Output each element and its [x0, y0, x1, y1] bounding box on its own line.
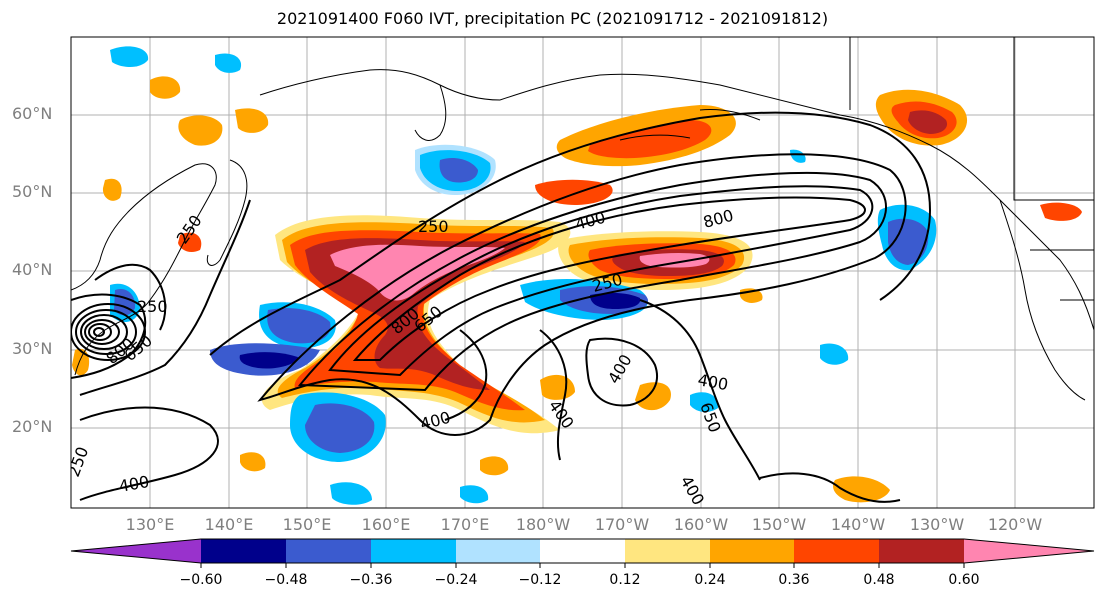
lat-label: 40°N: [12, 260, 53, 279]
colorbar-tick-label: −0.48: [264, 572, 308, 588]
colorbar-swatch: [456, 539, 540, 563]
colorbar-tick-label: −0.12: [518, 572, 562, 588]
lon-label: 170°W: [594, 515, 650, 534]
colorbar-swatch: [964, 539, 1094, 563]
lon-label: 140°E: [204, 515, 254, 534]
colorbar-swatch: [879, 539, 964, 563]
colorbar-swatch: [540, 539, 625, 563]
colorbar-tick-label: −0.24: [434, 572, 478, 588]
colorbar-swatch: [286, 539, 371, 563]
ivt-contours: [71, 111, 932, 503]
colorbar-swatch: [710, 539, 794, 563]
colorbar-tick-label: 0.60: [948, 572, 980, 588]
map-title: 2021091400 F060 IVT, precipitation PC (2…: [276, 9, 829, 28]
colorbar-tick-label: 0.12: [609, 572, 641, 588]
lat-label: 30°N: [12, 339, 53, 358]
contour-label: 250: [137, 297, 168, 316]
lat-label: 60°N: [12, 104, 53, 123]
lon-label: 130°W: [909, 515, 965, 534]
lon-label: 130°E: [125, 515, 175, 534]
colorbar-tick-label: −0.36: [349, 572, 393, 588]
lon-label: 150°W: [751, 515, 807, 534]
coastlines: [71, 37, 1094, 401]
lon-label: 180°W: [515, 515, 571, 534]
lon-label: 150°E: [282, 515, 332, 534]
ivt-contours-center: [71, 303, 146, 361]
lon-label: 160°E: [361, 515, 411, 534]
colorbar-swatch: [625, 539, 710, 563]
map-frame: [70, 36, 1095, 509]
colorbar: [70, 538, 1095, 568]
colorbar-tick-label: −0.60: [179, 572, 223, 588]
colorbar-tick-label: 0.48: [863, 572, 895, 588]
colorbar-swatch: [201, 539, 286, 563]
precip-negative-shading: [110, 46, 937, 505]
colorbar-swatch: [794, 539, 879, 563]
colorbar-swatch: [71, 539, 201, 563]
colorbar-tick-label: 0.36: [778, 572, 810, 588]
lon-label: 120°W: [987, 515, 1043, 534]
lon-label: 170°E: [440, 515, 490, 534]
contour-label: 250: [418, 217, 449, 236]
lat-label: 20°N: [12, 417, 53, 436]
colorbar-tick-label: 0.24: [694, 572, 726, 588]
colorbar-ticks: [200, 563, 965, 568]
lon-label: 140°W: [830, 515, 886, 534]
colorbar-swatch: [371, 539, 456, 563]
lat-label: 50°N: [12, 182, 53, 201]
lon-label: 160°W: [673, 515, 729, 534]
